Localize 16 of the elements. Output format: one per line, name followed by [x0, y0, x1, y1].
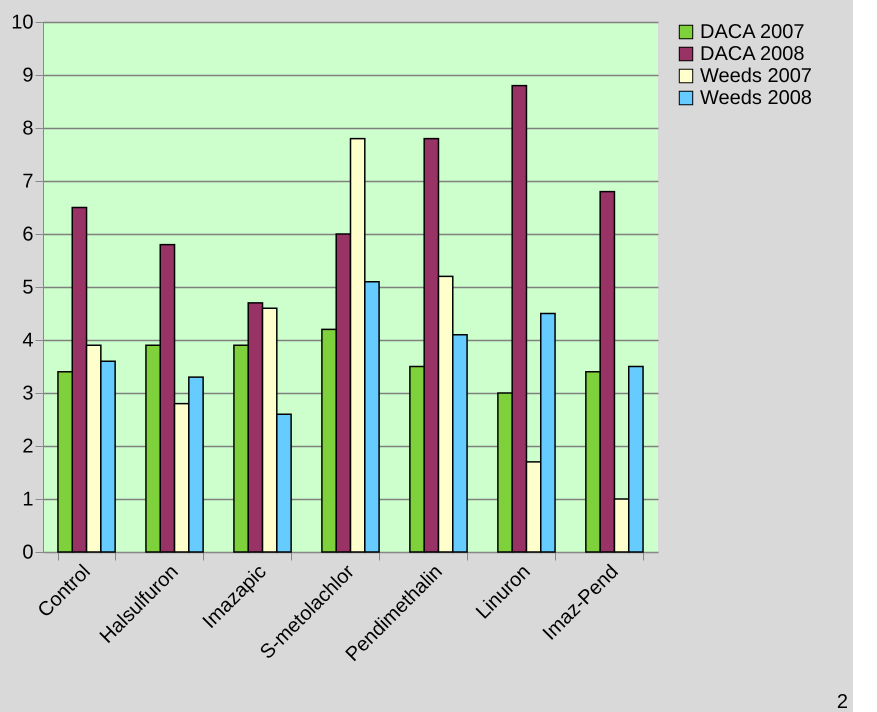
- y-tick-label: 3: [22, 382, 34, 404]
- legend-label: DACA 2007: [700, 21, 805, 43]
- y-tick-label: 7: [22, 170, 34, 192]
- y-tick-label: 5: [22, 276, 34, 298]
- legend-label: Weeds 2007: [700, 65, 812, 87]
- legend-label: Weeds 2008: [700, 87, 812, 109]
- y-tick-label: 8: [22, 118, 34, 140]
- y-tick-label: 10: [11, 12, 34, 34]
- y-tick-label: 4: [22, 330, 34, 352]
- y-tick-label: 2: [22, 436, 34, 458]
- y-tick-label: 6: [22, 224, 34, 246]
- y-tick-label: 9: [22, 64, 34, 86]
- y-tick-label: 1: [22, 488, 34, 510]
- legend-label: DACA 2008: [700, 43, 805, 65]
- text: 2: [836, 691, 848, 712]
- y-tick-label: 0: [22, 542, 34, 564]
